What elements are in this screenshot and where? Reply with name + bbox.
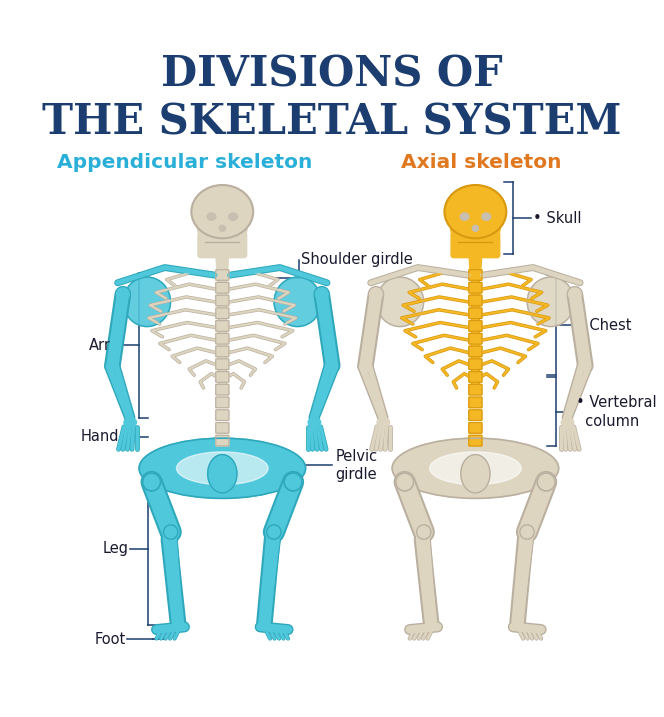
Ellipse shape <box>219 225 225 232</box>
Text: THE SKELETAL SYSTEM: THE SKELETAL SYSTEM <box>42 101 622 143</box>
FancyBboxPatch shape <box>469 371 482 382</box>
FancyBboxPatch shape <box>469 384 482 395</box>
FancyBboxPatch shape <box>215 239 230 244</box>
FancyBboxPatch shape <box>469 422 482 433</box>
Text: • Chest: • Chest <box>576 318 631 333</box>
Circle shape <box>370 288 382 300</box>
Ellipse shape <box>482 213 491 220</box>
Text: Arm: Arm <box>89 338 120 353</box>
Ellipse shape <box>308 418 321 427</box>
FancyBboxPatch shape <box>216 371 229 382</box>
Text: Foot: Foot <box>94 632 125 647</box>
Ellipse shape <box>377 418 390 427</box>
FancyBboxPatch shape <box>216 257 228 262</box>
FancyBboxPatch shape <box>216 282 229 293</box>
Ellipse shape <box>444 185 507 238</box>
Circle shape <box>143 473 161 491</box>
FancyBboxPatch shape <box>216 320 229 331</box>
FancyBboxPatch shape <box>216 308 229 318</box>
Text: Leg: Leg <box>102 541 128 556</box>
FancyBboxPatch shape <box>469 261 481 266</box>
FancyBboxPatch shape <box>216 435 229 446</box>
FancyBboxPatch shape <box>216 270 229 280</box>
Circle shape <box>416 525 431 539</box>
Ellipse shape <box>177 452 268 485</box>
Ellipse shape <box>191 185 253 238</box>
Ellipse shape <box>472 225 479 232</box>
Text: Hand: Hand <box>81 429 120 445</box>
Circle shape <box>537 473 555 491</box>
Circle shape <box>315 288 328 300</box>
Ellipse shape <box>376 277 424 326</box>
Ellipse shape <box>198 210 247 247</box>
Text: Axial skeleton: Axial skeleton <box>400 153 561 172</box>
FancyBboxPatch shape <box>469 308 482 318</box>
FancyBboxPatch shape <box>216 252 228 257</box>
FancyBboxPatch shape <box>216 265 228 270</box>
FancyBboxPatch shape <box>469 410 482 420</box>
Ellipse shape <box>451 210 500 247</box>
FancyBboxPatch shape <box>469 282 482 293</box>
FancyBboxPatch shape <box>216 261 228 266</box>
FancyBboxPatch shape <box>469 320 482 331</box>
Circle shape <box>117 288 129 300</box>
FancyBboxPatch shape <box>451 232 500 257</box>
Text: • Skull: • Skull <box>533 211 582 226</box>
FancyBboxPatch shape <box>469 435 482 446</box>
FancyBboxPatch shape <box>215 243 229 249</box>
Ellipse shape <box>461 455 490 493</box>
Text: DIVISIONS OF: DIVISIONS OF <box>161 54 503 95</box>
FancyBboxPatch shape <box>469 243 482 249</box>
FancyBboxPatch shape <box>216 248 229 253</box>
Text: Pelvic
girdle: Pelvic girdle <box>335 449 377 483</box>
FancyBboxPatch shape <box>470 265 481 270</box>
Ellipse shape <box>460 213 469 220</box>
Ellipse shape <box>208 455 237 493</box>
FancyBboxPatch shape <box>216 333 229 344</box>
Ellipse shape <box>124 418 137 427</box>
Ellipse shape <box>139 438 305 498</box>
Ellipse shape <box>207 213 216 220</box>
Circle shape <box>396 473 414 491</box>
FancyBboxPatch shape <box>469 257 481 262</box>
FancyBboxPatch shape <box>469 248 482 253</box>
FancyBboxPatch shape <box>216 359 229 369</box>
Ellipse shape <box>274 277 321 326</box>
FancyBboxPatch shape <box>469 346 482 357</box>
FancyBboxPatch shape <box>469 397 482 408</box>
FancyBboxPatch shape <box>469 295 482 305</box>
FancyBboxPatch shape <box>216 397 229 408</box>
FancyBboxPatch shape <box>469 359 482 369</box>
FancyBboxPatch shape <box>198 232 246 257</box>
Text: Shoulder girdle: Shoulder girdle <box>301 252 413 267</box>
FancyBboxPatch shape <box>469 270 482 280</box>
Ellipse shape <box>392 438 558 498</box>
Ellipse shape <box>430 452 521 485</box>
Circle shape <box>284 473 302 491</box>
FancyBboxPatch shape <box>216 346 229 357</box>
Circle shape <box>568 288 581 300</box>
Circle shape <box>520 525 535 539</box>
FancyBboxPatch shape <box>469 252 482 257</box>
Text: Appendicular skeleton: Appendicular skeleton <box>57 153 312 172</box>
FancyBboxPatch shape <box>216 410 229 420</box>
Ellipse shape <box>124 277 171 326</box>
Ellipse shape <box>527 277 574 326</box>
Circle shape <box>163 525 178 539</box>
Ellipse shape <box>561 418 574 427</box>
FancyBboxPatch shape <box>469 333 482 344</box>
FancyBboxPatch shape <box>216 384 229 395</box>
Circle shape <box>267 525 281 539</box>
Ellipse shape <box>229 213 238 220</box>
FancyBboxPatch shape <box>216 295 229 305</box>
FancyBboxPatch shape <box>216 422 229 433</box>
Text: • Vertebral
  column: • Vertebral column <box>576 395 657 429</box>
FancyBboxPatch shape <box>468 239 483 244</box>
